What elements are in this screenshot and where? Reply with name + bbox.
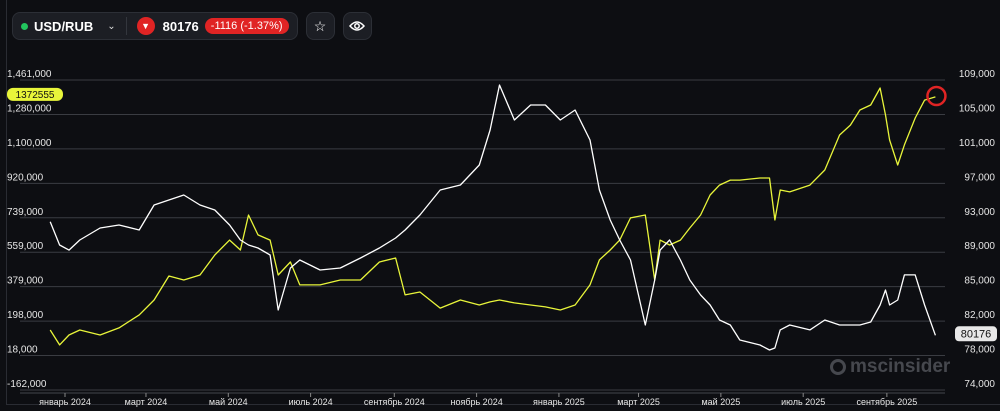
divider [125, 17, 127, 35]
series-line-right [49, 84, 937, 351]
x-tick-label: май 2024 [209, 397, 248, 407]
star-icon: ☆ [313, 17, 327, 34]
left-tick-label: -162,000 [7, 379, 47, 390]
watermark-logo: mscinsider [830, 357, 950, 377]
left-tick-label: 1,461,000 [7, 69, 52, 80]
price-value: 80176 [162, 18, 199, 34]
last-value-label-left: 1372555 [16, 90, 55, 101]
visibility-button[interactable] [342, 12, 372, 40]
left-tick-label: 18,000 [7, 345, 38, 356]
x-tick-label: сентябрь 2025 [856, 397, 917, 407]
left-tick-label: 739,000 [7, 207, 44, 218]
right-tick-label: 78,000 [964, 345, 995, 356]
left-tick-label: 920,000 [7, 172, 44, 183]
status-dot-icon [21, 22, 28, 30]
x-tick-label: ноябрь 2024 [450, 397, 502, 407]
instrument-selector[interactable]: USD/RUB ⌄ ▼ 80176 -1116 (-1.37%) [12, 12, 298, 40]
right-tick-label: 97,000 [964, 172, 995, 183]
series-line-left [49, 87, 936, 346]
last-value-badge-right [955, 326, 997, 342]
right-tick-label: 101,000 [959, 138, 996, 149]
chevron-down-icon: ⌄ [107, 20, 116, 32]
x-tick-label: май 2025 [701, 397, 740, 407]
chart-frame [6, 0, 1000, 405]
right-tick-label: 109,000 [959, 69, 996, 80]
logo-icon [830, 359, 846, 375]
right-tick-label: 93,000 [964, 207, 995, 218]
x-tick-label: март 2024 [125, 397, 168, 407]
last-value-label-right: 80176 [961, 328, 992, 340]
right-tick-label: 82,000 [964, 310, 995, 321]
x-tick-label: июль 2025 [781, 397, 825, 407]
favorite-button[interactable]: ☆ [305, 12, 335, 40]
left-tick-label: 379,000 [7, 276, 44, 287]
symbol-label: USD/RUB [34, 18, 94, 34]
left-tick-label: 1,280,000 [7, 103, 52, 114]
x-tick-label: январь 2024 [39, 397, 91, 407]
toolbar: USD/RUB ⌄ ▼ 80176 -1116 (-1.37%) ☆ [12, 12, 372, 40]
eye-icon [349, 21, 366, 31]
right-tick-label: 85,000 [964, 276, 995, 287]
left-tick-label: 1,100,000 [7, 138, 52, 149]
x-tick-label: сентябрь 2024 [364, 397, 425, 407]
triangle-down-icon: ▼ [136, 17, 155, 35]
left-tick-label: 559,000 [7, 241, 44, 252]
right-tick-label: 74,000 [964, 379, 995, 390]
x-tick-label: июль 2024 [289, 397, 333, 407]
left-tick-label: 198,000 [7, 310, 44, 321]
annotation-circle [926, 85, 947, 107]
watermark-text: mscinsider [850, 356, 951, 377]
right-tick-label: 105,000 [959, 103, 996, 114]
x-tick-label: январь 2025 [533, 397, 585, 407]
x-tick-label: март 2025 [617, 397, 660, 407]
last-value-badge-left [7, 87, 63, 101]
change-badge: -1116 (-1.37%) [204, 18, 289, 34]
right-tick-label: 89,000 [964, 241, 995, 252]
